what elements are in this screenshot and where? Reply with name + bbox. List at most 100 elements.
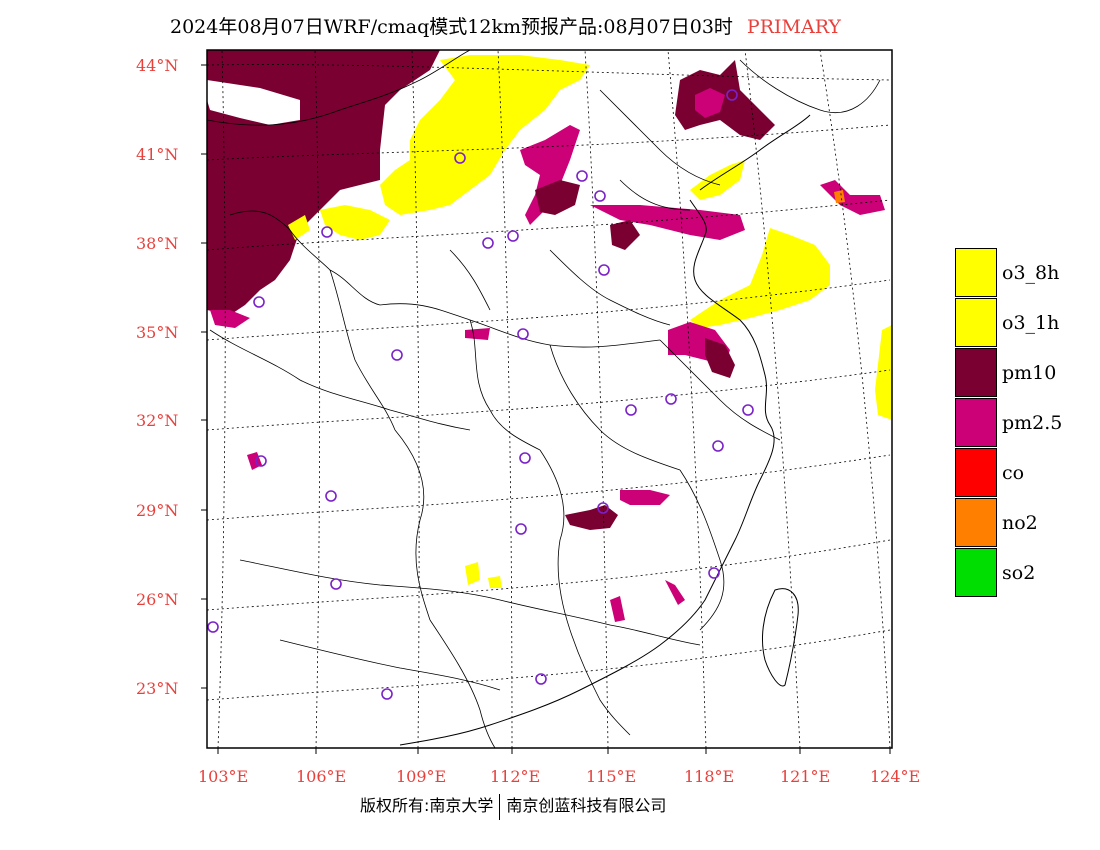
site-marker — [325, 490, 337, 502]
pm25-region-north-central — [520, 125, 580, 225]
legend-item-pm25: pm2.5 — [955, 398, 1095, 448]
pm25-region-northeast-sea — [820, 180, 885, 215]
lon-label: 124°E — [870, 767, 920, 786]
legend-swatch — [955, 298, 997, 347]
site-marker — [625, 404, 637, 416]
lon-label: 106°E — [296, 767, 346, 786]
legend-label: so2 — [1002, 562, 1036, 584]
pm10-region-northeast — [675, 60, 775, 140]
lon-label: 118°E — [684, 767, 734, 786]
pm25-region-southeast-2 — [665, 580, 685, 605]
legend-label: o3_8h — [1002, 262, 1060, 284]
o3-region-north — [380, 55, 590, 215]
copyright-divider — [499, 793, 501, 820]
o3-region-east-sea — [690, 228, 830, 328]
legend-swatch — [955, 348, 997, 397]
observation-sites — [207, 89, 754, 700]
site-marker — [535, 673, 547, 685]
site-marker — [665, 393, 677, 405]
pollutant-legend: o3_8h o3_1h pm10 pm2.5 co no2 so2 — [955, 248, 1095, 598]
pm25-region-west — [210, 310, 250, 328]
o3-region-northeast-coast — [690, 160, 745, 200]
primary-tag: PRIMARY — [746, 16, 841, 38]
graticule — [206, 49, 891, 749]
site-marker — [598, 264, 610, 276]
pm10-region-north-central — [535, 180, 580, 215]
o3-region-south-2 — [488, 576, 502, 588]
site-marker — [708, 567, 720, 579]
legend-label: o3_1h — [1002, 312, 1060, 334]
legend-swatch — [955, 498, 997, 547]
coastline — [399, 114, 811, 746]
lat-label: 35°N — [136, 323, 178, 342]
pm10-region-central — [565, 505, 618, 530]
lon-label: 109°E — [396, 767, 446, 786]
map-title-text: 2024年08月07日WRF/cmaq模式12km预报产品:08月07日03时 — [170, 16, 733, 38]
site-marker — [381, 688, 393, 700]
site-marker — [742, 404, 754, 416]
lat-label: 32°N — [136, 411, 178, 430]
province-boundaries — [206, 49, 881, 749]
lon-label: 121°E — [780, 767, 830, 786]
site-marker — [507, 230, 519, 242]
site-marker — [576, 170, 588, 182]
site-marker — [519, 452, 531, 464]
legend-item-co: co — [955, 448, 1095, 498]
site-marker — [597, 502, 609, 514]
axis-ticks — [201, 64, 891, 754]
legend-item-o3-1h: o3_1h — [955, 298, 1095, 348]
taiwan-outline — [761, 588, 799, 687]
site-marker — [594, 190, 606, 202]
pm25-region-northeast — [695, 88, 725, 118]
lat-label: 26°N — [136, 590, 178, 609]
legend-item-o3-8h: o3_8h — [955, 248, 1095, 298]
site-marker — [454, 152, 466, 164]
site-marker — [207, 621, 219, 633]
copyright-left: 版权所有:南京大学 — [360, 796, 494, 815]
map-title: 2024年08月07日WRF/cmaq模式12km预报产品:08月07日03时 P… — [170, 12, 841, 39]
lon-label: 103°E — [198, 767, 248, 786]
pm25-region-central — [620, 490, 670, 505]
copyright-right: 南京创蓝科技有限公司 — [506, 796, 667, 815]
pm25-region-southeast — [610, 596, 625, 622]
site-marker — [391, 349, 403, 361]
legend-label: no2 — [1002, 512, 1038, 534]
legend-swatch — [955, 448, 997, 497]
site-marker — [517, 328, 529, 340]
no2-region-northeast — [834, 190, 845, 203]
o3-region-east-edge — [875, 325, 892, 420]
lat-label: 29°N — [136, 501, 178, 520]
o3-region-west-small — [288, 215, 310, 240]
pollutant-regions — [207, 50, 892, 622]
legend-item-so2: so2 — [955, 548, 1095, 598]
site-marker — [255, 455, 267, 467]
map-frame — [206, 49, 893, 749]
legend-item-no2: no2 — [955, 498, 1095, 548]
lon-label: 112°E — [490, 767, 540, 786]
legend-item-pm10: pm10 — [955, 348, 1095, 398]
o3-region-south — [465, 562, 480, 585]
pm25-region-taiyuan — [465, 328, 490, 340]
legend-swatch — [955, 398, 997, 447]
lat-label: 44°N — [136, 56, 178, 75]
pm10-region-north-central-2 — [610, 220, 640, 250]
lat-label: 23°N — [136, 679, 178, 698]
lon-label: 115°E — [586, 767, 636, 786]
lat-label: 38°N — [136, 234, 178, 253]
legend-label: pm2.5 — [1002, 412, 1063, 434]
legend-swatch — [955, 548, 997, 597]
site-marker — [482, 237, 494, 249]
pm10-white-gap — [207, 80, 300, 125]
copyright: 版权所有:南京大学 南京创蓝科技有限公司 — [360, 792, 666, 820]
legend-label: pm10 — [1002, 362, 1057, 384]
legend-swatch — [955, 248, 997, 297]
pm25-region-southwest — [247, 452, 262, 470]
site-marker — [321, 226, 333, 238]
site-marker — [712, 440, 724, 452]
pm10-region-east — [705, 338, 735, 378]
site-marker — [515, 523, 527, 535]
lat-label: 41°N — [136, 145, 178, 164]
legend-label: co — [1002, 462, 1025, 484]
site-marker — [330, 578, 342, 590]
